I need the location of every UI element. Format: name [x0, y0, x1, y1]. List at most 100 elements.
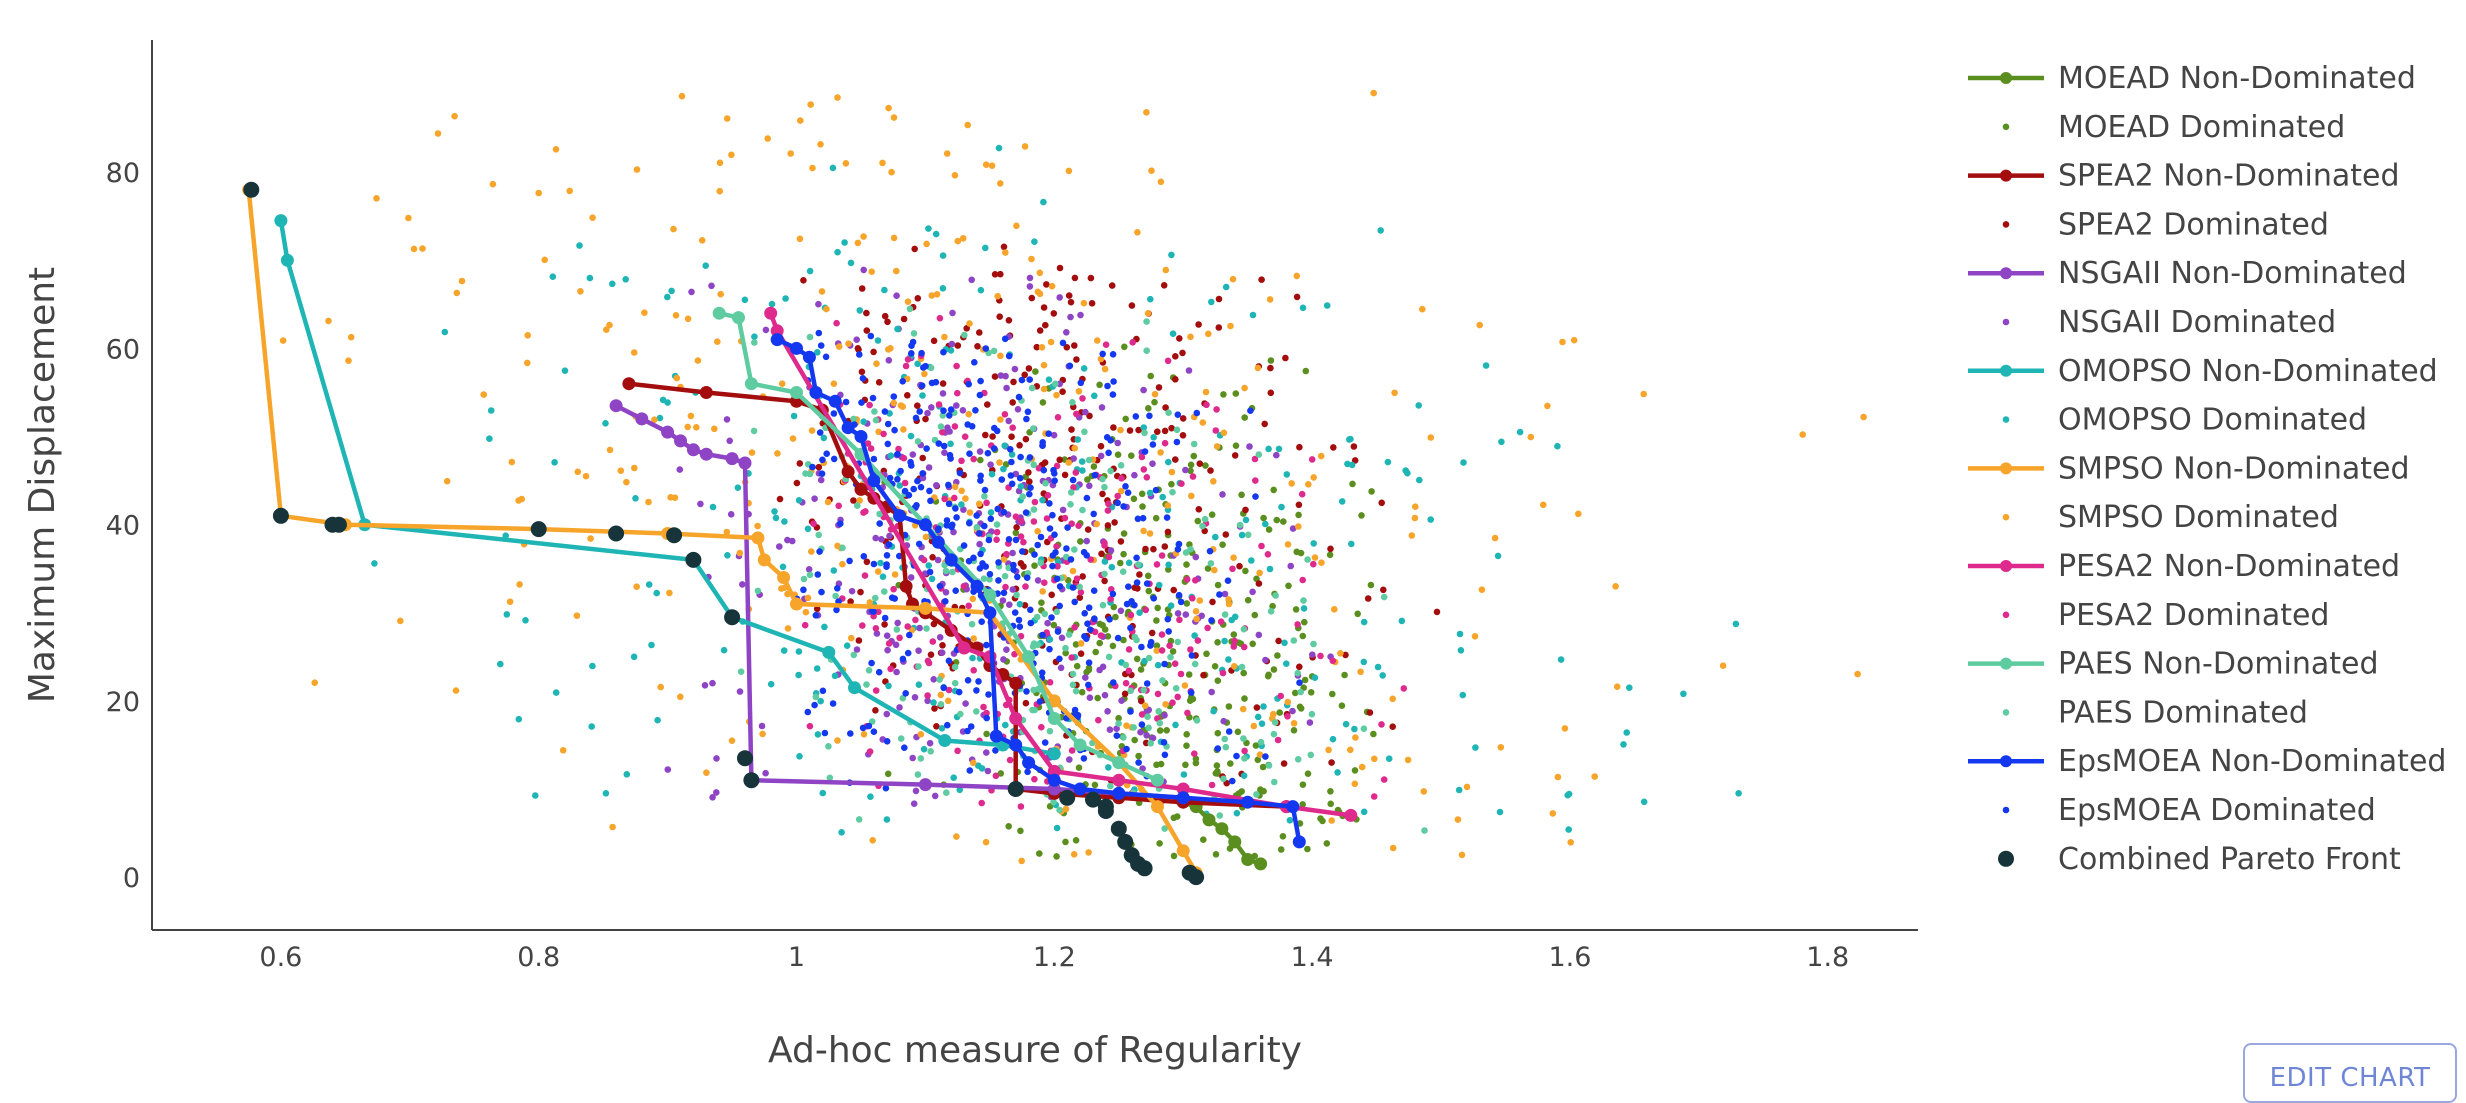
legend-item[interactable]: OMOPSO Non-Dominated — [1968, 354, 2438, 389]
dominated-point — [1114, 499, 1121, 507]
dominated-point — [1167, 653, 1174, 661]
dominated-point — [606, 321, 613, 329]
dominated-point — [1287, 562, 1294, 570]
dominated-point — [1216, 812, 1223, 819]
dominated-point — [1136, 571, 1143, 578]
dominated-point — [1274, 736, 1282, 744]
dominated-point — [1120, 636, 1127, 644]
dominated-point — [279, 337, 287, 344]
dominated-point — [951, 483, 959, 491]
dominated-point — [1065, 631, 1073, 638]
dominated-point — [1183, 561, 1190, 568]
dominated-point — [1299, 801, 1306, 808]
legend-marker — [2000, 462, 2012, 475]
dominated-point — [1006, 756, 1014, 764]
y-tick-label: 20 — [106, 687, 140, 718]
dominated-point — [1096, 620, 1104, 628]
dominated-point — [1101, 539, 1108, 547]
dominated-point — [1153, 761, 1160, 769]
front-point — [1073, 782, 1087, 796]
legend-item[interactable]: PAES Non-Dominated — [1968, 647, 2379, 682]
legend-item[interactable]: EpsMOEA Dominated — [2002, 793, 2376, 828]
legend-item[interactable]: PESA2 Non-Dominated — [1968, 549, 2400, 584]
front-point — [764, 306, 778, 320]
dominated-point — [1295, 511, 1302, 519]
legend-item[interactable]: PAES Dominated — [2002, 695, 2308, 730]
dominated-point — [1212, 851, 1220, 858]
legend-item[interactable]: NSGAII Dominated — [2002, 305, 2336, 340]
dominated-point — [1368, 488, 1375, 495]
dominated-point — [915, 681, 923, 688]
dominated-point — [970, 635, 977, 642]
dominated-point — [1258, 276, 1265, 284]
dominated-point — [1179, 415, 1187, 422]
dominated-point — [1284, 541, 1292, 548]
dominated-point — [1279, 833, 1287, 840]
dominated-point — [931, 705, 938, 712]
legend-item[interactable]: SMPSO Dominated — [2002, 500, 2339, 535]
edit-chart-button[interactable]: EDIT CHART — [2243, 1043, 2457, 1103]
dominated-point — [1275, 445, 1283, 453]
pareto-front-point — [1097, 803, 1114, 819]
legend-item[interactable]: EpsMOEA Non-Dominated — [1968, 744, 2446, 779]
dominated-point — [1221, 590, 1229, 598]
dominated-point — [1360, 808, 1368, 816]
legend-item[interactable]: MOEAD Non-Dominated — [1968, 61, 2416, 96]
dominated-point — [497, 660, 504, 668]
dominated-point — [1077, 538, 1084, 545]
dominated-point — [800, 277, 807, 284]
dominated-point — [1154, 604, 1161, 612]
dominated-point — [872, 416, 880, 424]
dominated-point — [908, 342, 915, 350]
legend-item[interactable]: SPEA2 Dominated — [2002, 207, 2329, 242]
legend[interactable]: MOEAD Non-Dominated MOEAD Dominated SPEA2 … — [1968, 61, 2446, 877]
dominated-point — [1620, 741, 1627, 748]
front-point — [1241, 853, 1255, 866]
legend-item[interactable]: PESA2 Dominated — [2002, 598, 2330, 633]
x-tick-label: 1.4 — [1291, 942, 1334, 973]
dominated-point — [894, 476, 901, 483]
legend-item[interactable]: SPEA2 Non-Dominated — [1968, 159, 2400, 194]
dominated-point — [976, 540, 983, 548]
dominated-point — [1091, 781, 1099, 789]
dominated-point — [1476, 321, 1483, 329]
legend-item[interactable]: MOEAD Dominated — [2002, 110, 2346, 145]
dominated-point — [1241, 384, 1248, 392]
dominated-point — [961, 331, 968, 339]
legend-item[interactable]: SMPSO Non-Dominated — [1968, 451, 2410, 486]
dominated-point — [872, 687, 880, 694]
legend-item[interactable]: OMOPSO Dominated — [2002, 403, 2367, 438]
dominated-point — [1047, 338, 1055, 346]
legend-item[interactable]: Combined Pareto Front — [1998, 842, 2401, 877]
dominated-point — [883, 552, 891, 559]
dominated-point — [964, 677, 972, 684]
dominated-point — [796, 753, 803, 760]
dominated-point — [552, 146, 560, 153]
dominated-point — [1472, 744, 1479, 751]
dominated-point — [966, 519, 973, 527]
dominated-point — [997, 180, 1004, 187]
dominated-point — [1039, 399, 1047, 406]
dominated-point — [976, 530, 983, 537]
dominated-point — [863, 681, 870, 688]
dominated-point — [816, 548, 823, 555]
dominated-point — [1017, 453, 1024, 461]
dominated-point — [347, 333, 355, 341]
dominated-point — [1069, 567, 1077, 575]
dominated-point — [1248, 557, 1255, 564]
dominated-point — [1101, 558, 1109, 565]
dominated-point — [1123, 722, 1130, 729]
dominated-point — [824, 498, 832, 506]
legend-item[interactable]: NSGAII Non-Dominated — [1968, 256, 2407, 291]
dominated-point — [1203, 401, 1210, 409]
dominated-point — [1021, 602, 1029, 609]
dominated-point — [1079, 395, 1086, 402]
dominated-point — [1093, 520, 1100, 528]
dominated-point — [945, 500, 953, 508]
dominated-point — [1085, 681, 1092, 689]
dominated-point — [1327, 800, 1334, 808]
dominated-point — [1065, 459, 1072, 466]
dominated-point — [762, 769, 769, 777]
dominated-point — [1040, 466, 1048, 474]
dominated-point — [915, 647, 922, 654]
